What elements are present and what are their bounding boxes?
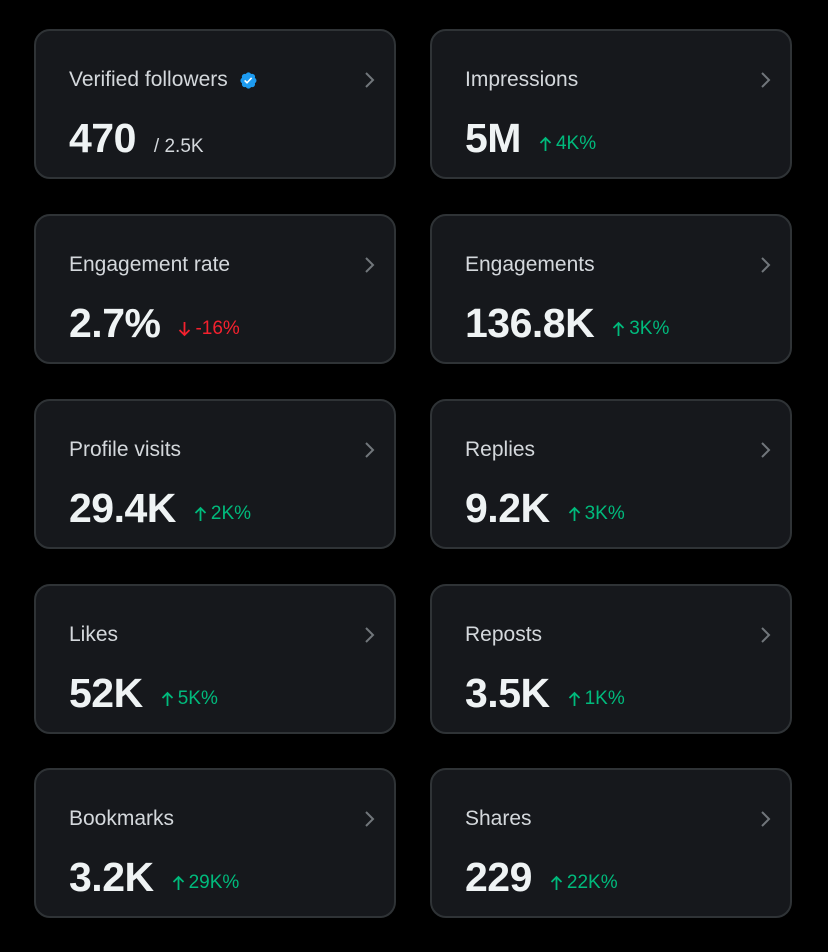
chevron-right-icon (365, 811, 375, 827)
card-value-row: 29.4K 2K% (69, 485, 251, 531)
card-label: Engagement rate (69, 253, 231, 276)
change-indicator: 3K% (612, 318, 669, 340)
card-value-row: 52K 5K% (69, 670, 218, 716)
card-title: Profile visits (69, 437, 181, 463)
change-value: 22K% (566, 872, 618, 893)
change-indicator: -16% (178, 318, 240, 340)
card-title: Bookmarks (69, 806, 174, 832)
change-value: 3K% (584, 503, 625, 524)
card-reposts[interactable]: Reposts 3.5K 1K% (430, 584, 792, 734)
change-value: 5K% (177, 688, 218, 709)
chevron-right-icon (365, 257, 375, 273)
arrow-up-icon (194, 506, 207, 521)
card-value: 9.2K (465, 485, 550, 531)
card-value: 5M (465, 115, 521, 161)
card-value-row: 3.2K 29K% (69, 854, 239, 900)
change-value: -16% (195, 318, 240, 339)
card-value: 3.5K (465, 670, 550, 716)
card-title: Shares (465, 806, 532, 832)
chevron-right-icon (761, 442, 771, 458)
chevron-right-icon (761, 257, 771, 273)
arrow-up-icon (539, 136, 552, 151)
card-value: 2.7% (69, 300, 161, 346)
card-label: Impressions (465, 68, 579, 91)
card-engagement-rate[interactable]: Engagement rate 2.7% -16% (34, 214, 396, 364)
chevron-right-icon (365, 442, 375, 458)
card-likes[interactable]: Likes 52K 5K% (34, 584, 396, 734)
arrow-up-icon (568, 506, 580, 521)
card-value: 229 (465, 854, 532, 900)
card-label: Reposts (465, 623, 543, 646)
change-value: 2K% (210, 503, 252, 524)
card-title: Engagement rate (69, 252, 230, 278)
card-label: Likes (69, 623, 119, 646)
card-profile-visits[interactable]: Profile visits 29.4K 2K% (34, 399, 396, 549)
card-title: Impressions (465, 67, 578, 93)
card-impressions[interactable]: Impressions 5M 4K% (430, 29, 792, 179)
card-title: Replies (465, 437, 535, 463)
card-value-row: 136.8K 3K% (465, 300, 669, 346)
change-indicator: 1K% (568, 688, 625, 710)
card-value-row: 9.2K 3K% (465, 485, 625, 531)
card-title: Verified followers (69, 67, 258, 93)
card-value: 3.2K (69, 854, 154, 900)
verified-badge-icon (240, 71, 257, 89)
card-value-row: 5M 4K% (465, 115, 596, 161)
change-value: 3K% (629, 318, 670, 339)
card-label: Shares (465, 807, 532, 830)
card-label: Verified followers (69, 68, 228, 91)
card-bookmarks[interactable]: Bookmarks 3.2K 29K% (34, 768, 396, 918)
card-value-row: 229 22K% (465, 854, 618, 900)
card-title: Reposts (465, 622, 542, 648)
change-value: 1K% (584, 688, 625, 709)
card-sub-value: / 2.5K (153, 136, 204, 157)
card-label: Engagements (465, 253, 595, 276)
chevron-right-icon (365, 72, 375, 88)
card-label: Profile visits (69, 438, 182, 461)
card-value: 29.4K (69, 485, 176, 531)
change-indicator: 4K% (539, 133, 596, 155)
arrow-up-icon (172, 875, 184, 890)
chevron-right-icon (761, 627, 771, 643)
card-value: 470 (69, 115, 136, 161)
card-label: Replies (465, 438, 536, 461)
card-value-row: 3.5K 1K% (465, 670, 625, 716)
card-title: Engagements (465, 252, 595, 278)
arrow-up-icon (613, 321, 625, 336)
card-value-row: 470 / 2.5K (69, 115, 204, 161)
chevron-right-icon (761, 811, 771, 827)
card-title: Likes (69, 622, 118, 648)
change-indicator: 5K% (161, 688, 218, 710)
card-value-row: 2.7% -16% (69, 300, 240, 346)
card-replies[interactable]: Replies 9.2K 3K% (430, 399, 792, 549)
change-indicator: 3K% (568, 503, 625, 525)
change-value: 29K% (188, 872, 240, 893)
arrow-up-icon (550, 875, 563, 890)
change-indicator: 22K% (550, 872, 618, 894)
chevron-right-icon (761, 72, 771, 88)
card-value: 52K (69, 670, 143, 716)
card-label: Bookmarks (69, 807, 175, 830)
card-value: 136.8K (465, 300, 595, 346)
card-verified-followers[interactable]: Verified followers 470 / 2.5K (34, 29, 396, 179)
change-indicator: 29K% (172, 872, 240, 894)
card-shares[interactable]: Shares 229 22K% (430, 768, 792, 918)
change-value: 4K% (555, 133, 597, 154)
change-indicator: 2K% (194, 503, 251, 525)
arrow-up-icon (568, 691, 580, 706)
card-engagements[interactable]: Engagements 136.8K 3K% (430, 214, 792, 364)
arrow-down-icon (179, 322, 191, 337)
arrow-up-icon (161, 691, 173, 706)
chevron-right-icon (365, 627, 375, 643)
